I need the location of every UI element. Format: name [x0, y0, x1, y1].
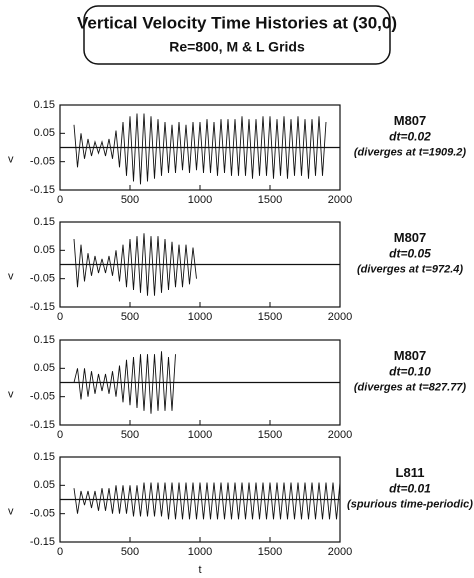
y-axis-label: v — [8, 270, 14, 282]
y-tick-label: 0.05 — [34, 127, 55, 139]
x-tick-label: 2000 — [328, 429, 352, 441]
y-tick-label: 0.05 — [34, 479, 55, 491]
x-tick-label: 1500 — [258, 311, 282, 323]
annotation: M807 — [394, 113, 427, 128]
annotation: (diverges at t=972.4) — [357, 263, 463, 275]
y-tick-label: 0.05 — [34, 244, 55, 256]
signal-line — [73, 482, 341, 520]
y-tick-label: -0.15 — [30, 419, 55, 431]
x-tick-label: 1000 — [188, 194, 212, 206]
x-tick-label: 1500 — [258, 546, 282, 558]
y-axis-label: v — [8, 505, 14, 517]
x-tick-label: 1500 — [258, 194, 282, 206]
x-tick-label: 1000 — [188, 429, 212, 441]
y-tick-label: -0.05 — [30, 273, 55, 285]
y-tick-label: 0.15 — [34, 451, 55, 463]
y-tick-label: 0.15 — [34, 334, 55, 346]
x-tick-label: 2000 — [328, 311, 352, 323]
y-tick-label: -0.05 — [30, 156, 55, 168]
x-tick-label: 0 — [57, 311, 63, 323]
y-axis-label: v — [8, 153, 14, 165]
annotation: (spurious time-periodic) — [347, 498, 473, 510]
y-tick-label: 0.15 — [34, 216, 55, 228]
title: Vertical Velocity Time Histories at (30,… — [77, 13, 397, 32]
y-tick-label: -0.15 — [30, 184, 55, 196]
x-tick-label: 2000 — [328, 546, 352, 558]
title-box — [83, 5, 391, 65]
x-tick-label: 0 — [57, 546, 63, 558]
annotation: dt=0.10 — [389, 365, 431, 379]
y-axis-label: v — [8, 388, 14, 400]
x-tick-label: 1000 — [188, 311, 212, 323]
y-tick-label: -0.05 — [30, 391, 55, 403]
annotation: dt=0.01 — [389, 482, 431, 496]
annotation: dt=0.02 — [389, 130, 431, 144]
x-tick-label: 500 — [121, 194, 139, 206]
subtitle: Re=800, M & L Grids — [169, 39, 305, 55]
x-tick-label: 500 — [121, 311, 139, 323]
x-tick-label: 1000 — [188, 546, 212, 558]
signal-line — [73, 113, 327, 185]
annotation: M807 — [394, 230, 427, 245]
y-tick-label: -0.15 — [30, 301, 55, 313]
x-tick-label: 0 — [57, 429, 63, 441]
x-tick-label: 0 — [57, 194, 63, 206]
y-tick-label: 0.05 — [34, 362, 55, 374]
annotation: M807 — [394, 348, 427, 363]
annotation: dt=0.05 — [389, 247, 431, 261]
y-tick-label: -0.05 — [30, 508, 55, 520]
x-tick-label: 500 — [121, 429, 139, 441]
annotation: L811 — [396, 465, 425, 480]
x-axis-label: t — [198, 564, 201, 576]
x-tick-label: 500 — [121, 546, 139, 558]
x-tick-label: 1500 — [258, 429, 282, 441]
signal-line — [73, 233, 197, 296]
y-tick-label: -0.15 — [30, 536, 55, 548]
annotation: (diverges at t=827.77) — [354, 381, 467, 393]
signal-line — [73, 351, 176, 414]
y-tick-label: 0.15 — [34, 99, 55, 111]
x-tick-label: 2000 — [328, 194, 352, 206]
annotation: (diverges at t=1909.2) — [354, 146, 467, 158]
